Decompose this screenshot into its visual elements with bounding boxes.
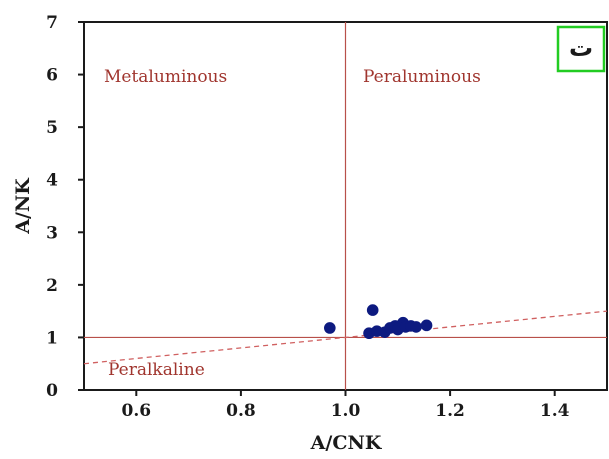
data-point [366, 304, 379, 316]
data-point [324, 322, 336, 334]
x-tick-label: 0.8 [226, 401, 256, 421]
y-tick-label: 7 [46, 13, 58, 33]
x-tick-label: 1.2 [435, 401, 465, 421]
region-label-metaluminous: Metaluminous [104, 67, 227, 87]
data-point [410, 321, 422, 333]
x-axis-title: A/CNK [310, 432, 383, 454]
y-axis-ticks: 0 1 2 3 4 5 6 7 [46, 13, 84, 401]
y-tick-label: 6 [46, 66, 58, 86]
data-point [420, 319, 433, 332]
region-label-peralkaline: Peralkaline [108, 360, 205, 380]
region-label-peraluminous: Peraluminous [363, 67, 481, 87]
reference-lines [83, 22, 608, 390]
x-axis-ticks: 0.6 0.8 1.0 1.2 1.4 [122, 390, 570, 421]
panel-label-box [556, 25, 606, 73]
dashed-reference-line [83, 310, 608, 365]
y-tick-label: 3 [46, 223, 58, 243]
x-tick-label: 1.4 [540, 401, 570, 421]
x-tick-label: 1.0 [331, 401, 361, 421]
y-tick-label: 5 [46, 118, 58, 138]
y-tick-label: 0 [46, 381, 58, 401]
x-tick-label: 0.6 [122, 401, 152, 421]
panel-label: ت [569, 34, 593, 62]
data-points [324, 304, 433, 340]
y-axis-title: A/NK [12, 177, 34, 235]
y-tick-label: 4 [46, 171, 58, 191]
y-tick-label: 1 [46, 328, 58, 348]
y-tick-label: 2 [46, 276, 58, 296]
